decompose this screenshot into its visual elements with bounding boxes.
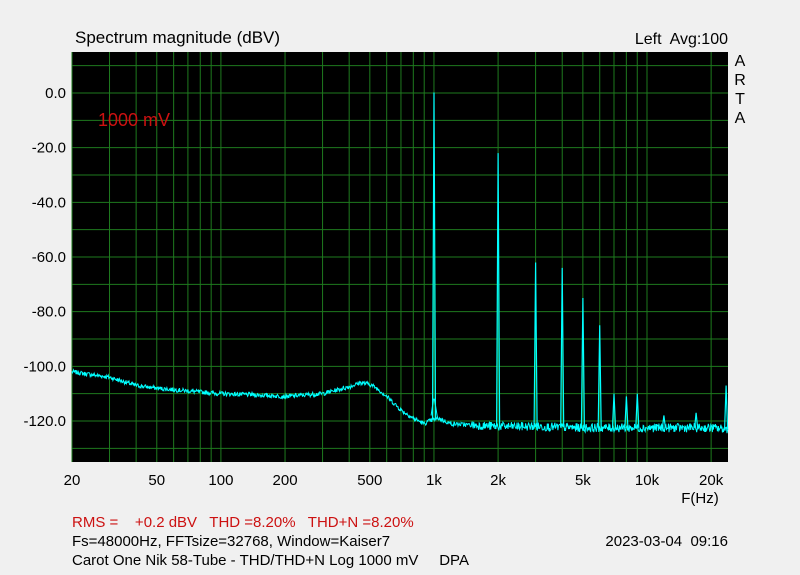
chart-title: Spectrum magnitude (dBV) — [75, 28, 281, 47]
harmonic-peak — [560, 267, 565, 428]
measurement-datetime: 2023-03-04 09:16 — [605, 533, 728, 550]
x-tick-label: 20 — [64, 472, 81, 489]
y-tick-label: 0.0 — [45, 85, 66, 102]
harmonic-peak — [496, 153, 501, 427]
arta-logo: A R T A — [733, 52, 747, 128]
amplitude-annotation: 1000 mV — [98, 110, 171, 130]
y-tick-label: -100.0 — [23, 358, 66, 375]
y-axis-ticks: 0.0 -20.0 -40.0 -60.0 -80.0 -100.0 -120.0 — [23, 85, 66, 430]
y-tick-label: -20.0 — [32, 140, 66, 157]
harmonic-peak — [624, 396, 629, 428]
arta-letter: T — [735, 91, 745, 108]
channel-average-label: Left Avg:100 — [634, 31, 728, 48]
harmonic-peak — [635, 393, 640, 428]
harmonic-peak — [724, 385, 729, 430]
fft-settings: Fs=48000Hz, FFTsize=32768, Window=Kaiser… — [72, 533, 391, 550]
harmonic-peak — [580, 297, 585, 428]
x-tick-label: 5k — [575, 472, 591, 489]
spectrum-trace — [71, 92, 729, 434]
harmonic-peak — [694, 412, 699, 428]
y-tick-label: -60.0 — [32, 249, 66, 266]
x-tick-label: 1k — [426, 472, 442, 489]
y-tick-label: -120.0 — [23, 413, 66, 430]
x-tick-label: 50 — [148, 472, 165, 489]
harmonic-peak — [611, 393, 617, 428]
rms-thd-readout: RMS = +0.2 dBV THD =8.20% THD+N =8.20% — [72, 514, 414, 531]
arta-letter: A — [734, 53, 746, 70]
harmonic-peak — [431, 92, 437, 420]
x-tick-label: 500 — [357, 472, 382, 489]
harmonic-peak — [533, 262, 538, 427]
x-axis-label: F(Hz) — [681, 490, 719, 507]
y-tick-label: -80.0 — [32, 304, 66, 321]
x-tick-label: 20k — [699, 472, 724, 489]
x-tick-label: 10k — [635, 472, 660, 489]
x-axis-ticks: 20 50 100 200 500 1k 2k 5k 10k 20k — [64, 472, 724, 489]
harmonic-peak — [661, 415, 666, 428]
y-tick-label: -40.0 — [32, 194, 66, 211]
arta-letter: A — [734, 110, 746, 127]
fundamental-skirt — [430, 398, 439, 419]
measurement-description: Carot One Nik 58-Tube - THD/THD+N Log 10… — [72, 552, 469, 569]
x-tick-label: 200 — [273, 472, 298, 489]
x-tick-label: 2k — [490, 472, 506, 489]
x-tick-label: 100 — [208, 472, 233, 489]
arta-letter: R — [734, 72, 746, 89]
grid — [71, 52, 728, 462]
noise-floor-line — [71, 368, 729, 434]
harmonic-peak — [597, 325, 602, 428]
